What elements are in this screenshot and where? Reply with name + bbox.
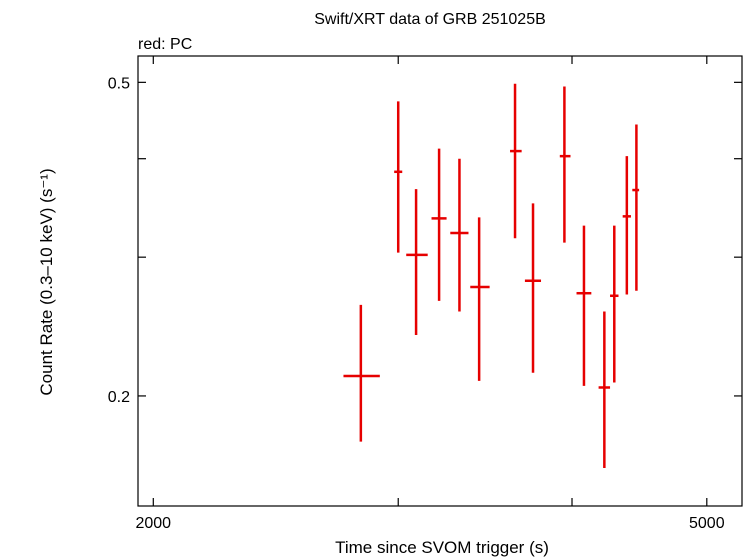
y-tick-label: 0.2 [108,389,130,406]
data-point [610,225,619,383]
data-point [394,101,403,253]
data-point [632,124,640,291]
data-point [470,217,490,381]
x-tick-label: 2000 [135,515,171,532]
data-point [598,311,611,469]
x-axis-label: Time since SVOM trigger (s) [335,538,549,557]
data-point [406,189,428,335]
chart-subtitle: red: PC [138,36,192,53]
axes: 2000 5000 0.2 0.5 [108,56,742,532]
x-tick-label: 5000 [689,515,725,532]
data-point [576,225,592,386]
data-point [343,304,380,442]
chart-title: Swift/XRT data of GRB 251025B [314,11,546,28]
data-point [524,203,542,373]
data-point [510,83,522,239]
y-axis-label: Count Rate (0.3–10 keV) (s⁻¹) [37,168,56,395]
data-point [622,156,631,295]
data-point [559,86,571,243]
data-point [450,158,469,312]
data-points [343,83,640,469]
data-point [431,148,447,301]
plot-frame [137,55,743,507]
y-tick-label: 0.5 [108,75,130,92]
